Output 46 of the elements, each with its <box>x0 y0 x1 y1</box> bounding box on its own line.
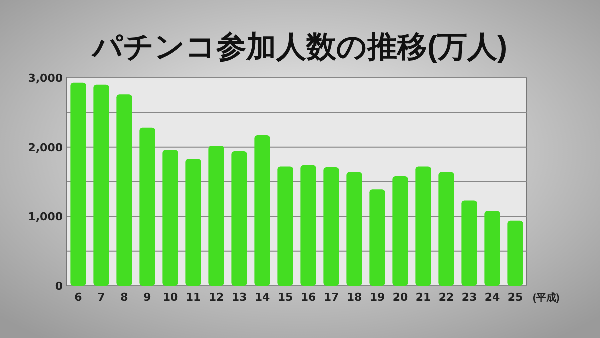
x-tick-label: 11 <box>186 291 202 304</box>
bar <box>186 159 202 286</box>
x-tick-label: 16 <box>300 291 316 304</box>
x-tick-label: 10 <box>162 291 178 304</box>
x-tick-label: 8 <box>120 291 128 304</box>
x-tick-label: 25 <box>508 291 524 304</box>
x-tick-label: 6 <box>74 291 83 304</box>
bar <box>508 220 524 286</box>
bar <box>94 84 110 286</box>
x-tick-label: 20 <box>392 291 408 304</box>
bar <box>140 128 156 286</box>
x-tick-label: 9 <box>144 291 152 304</box>
bar <box>254 136 270 286</box>
bar <box>416 166 432 286</box>
chart-title: パチンコ参加人数の推移(万人) <box>90 31 508 64</box>
bar <box>278 166 294 286</box>
x-tick-label: 7 <box>98 291 106 304</box>
x-tick-label: 15 <box>278 291 294 304</box>
bar <box>70 82 86 286</box>
bar <box>116 94 132 286</box>
x-axis-title: (平成) <box>533 292 560 304</box>
x-tick-label: 14 <box>254 291 270 304</box>
y-tick-label: 0 <box>55 280 64 293</box>
bar <box>392 176 408 286</box>
bar <box>438 172 454 286</box>
bar <box>300 165 316 286</box>
bar <box>232 151 248 286</box>
bar <box>324 167 340 286</box>
x-tick-label: 24 <box>484 291 500 304</box>
bar <box>370 190 386 286</box>
bar <box>462 200 478 286</box>
bar <box>346 172 362 286</box>
x-tick-label: 13 <box>232 291 248 304</box>
x-tick-label: 19 <box>370 291 386 304</box>
x-tick-label: 12 <box>208 291 224 304</box>
bar <box>162 150 178 286</box>
x-tick-label: 21 <box>416 291 432 304</box>
y-tick-label: 3,000 <box>28 72 64 85</box>
y-tick-label: 2,000 <box>28 141 64 154</box>
bar <box>208 146 224 286</box>
x-tick-label: 22 <box>438 291 454 304</box>
bar <box>484 211 500 286</box>
y-tick-label: 1,000 <box>28 210 64 224</box>
x-tick-label: 17 <box>324 291 340 304</box>
x-tick-label: 23 <box>462 291 478 304</box>
x-tick-label: 18 <box>346 291 362 304</box>
